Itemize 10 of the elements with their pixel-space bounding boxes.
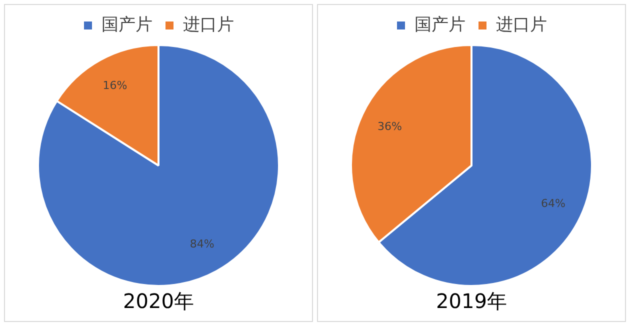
data-label: 16%	[102, 79, 128, 92]
legend-label: 国产片	[414, 14, 466, 35]
data-label: 36%	[378, 120, 402, 133]
data-label: 84%	[190, 238, 214, 251]
text: 2020年	[123, 289, 194, 314]
legend-label: 进口片	[496, 14, 547, 35]
legend-label: 进口片	[183, 14, 234, 35]
text: 2019年	[436, 289, 507, 314]
data-label: 64%	[541, 196, 566, 210]
legend-label: 国产片	[102, 14, 152, 35]
